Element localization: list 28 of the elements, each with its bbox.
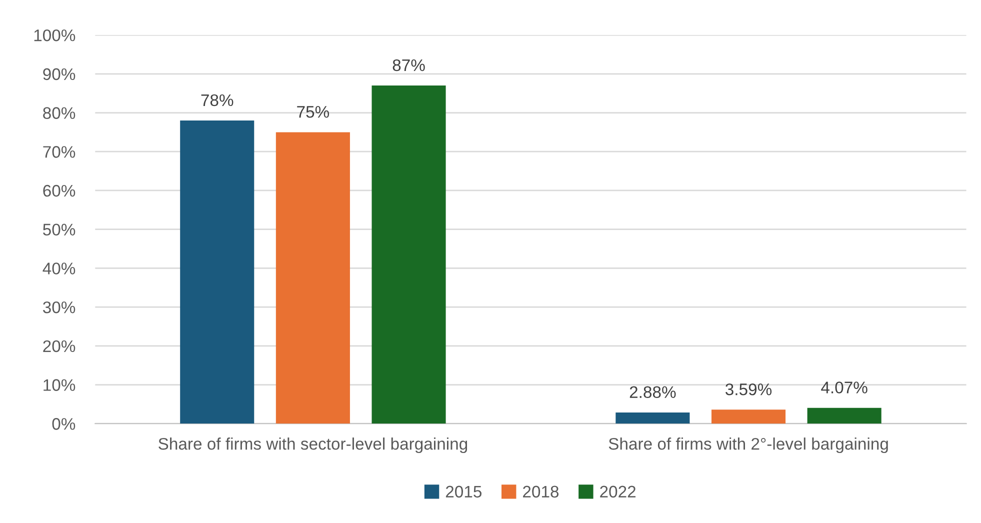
data-label: 87%	[392, 59, 425, 72]
bar	[807, 408, 882, 424]
y-tick-label: 20%	[43, 340, 76, 352]
legend-label: 2022	[600, 486, 636, 498]
x-tick-label: Share of firms with 2°-level bargaining	[608, 438, 888, 454]
legend-label: 2015	[446, 486, 482, 498]
y-tick-label: 90%	[43, 68, 76, 80]
data-label: 2.88%	[630, 386, 676, 398]
y-tick-label: 10%	[44, 379, 76, 391]
legend-label: 2018	[523, 486, 559, 498]
data-label: 75%	[297, 106, 330, 118]
bar	[616, 412, 690, 424]
x-tick-label: Share of firms with sector-level bargaining	[158, 438, 468, 454]
y-tick-label: 30%	[42, 301, 76, 314]
data-label: 3.59%	[726, 383, 772, 396]
data-label: 78%	[201, 94, 234, 106]
data-label: 4.07%	[821, 382, 868, 394]
y-tick-label: 50%	[43, 224, 76, 236]
y-tick-label: 40%	[42, 262, 76, 274]
y-tick-label: 0%	[52, 418, 76, 430]
bar	[372, 86, 446, 424]
y-tick-label: 60%	[43, 184, 76, 197]
y-tick-label: 80%	[43, 107, 76, 119]
bar	[711, 410, 786, 424]
y-tick-label: 100%	[34, 29, 76, 42]
y-tick-label: 70%	[43, 146, 76, 158]
bar	[276, 132, 350, 424]
bar	[180, 120, 254, 424]
